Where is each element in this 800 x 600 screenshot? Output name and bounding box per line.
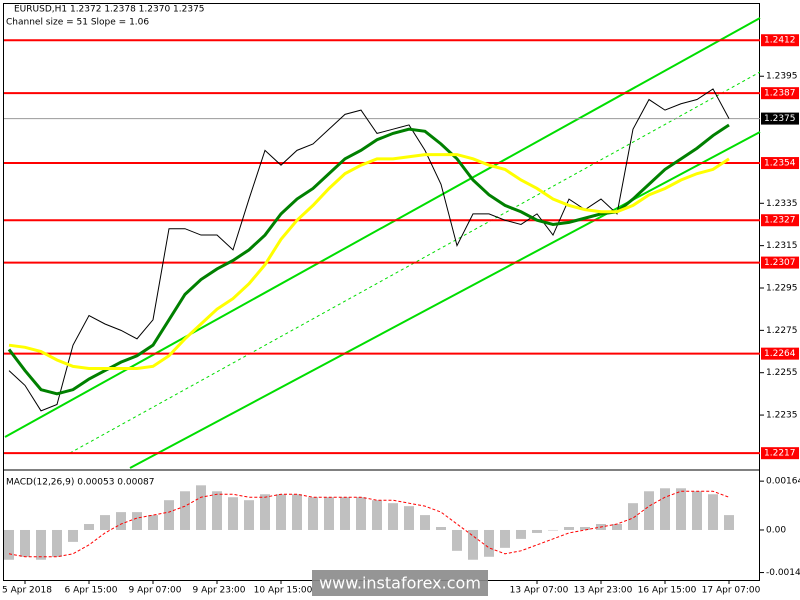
level-label-box: [761, 256, 799, 269]
level-label: 1.2264: [764, 349, 796, 359]
y-tick-label: 1.2295: [766, 284, 798, 294]
watermark-box: [312, 570, 488, 596]
macd-bar: [612, 524, 622, 530]
chart-subtitle: Channel size = 51 Slope = 1.06: [6, 18, 149, 28]
y-tick-label: 1.2255: [766, 368, 798, 378]
level-label: 1.2354: [764, 159, 796, 169]
level-label: 1.2307: [764, 258, 796, 268]
macd-bar: [660, 488, 670, 530]
macd-bar: [244, 500, 254, 530]
macd-bar: [708, 494, 718, 530]
level-label-box: [761, 347, 799, 360]
y-tick-label: -0.00143: [766, 568, 800, 578]
macd-bar: [564, 527, 574, 530]
macd-bar: [468, 529, 478, 560]
y-tick-label: 0.00164: [766, 477, 800, 487]
x-tick-label: 6 Apr 15:00: [65, 586, 118, 596]
macd-bar: [532, 529, 542, 533]
macd-bar: [36, 529, 46, 560]
macd-bar: [548, 529, 558, 531]
x-tick-label: 10 Apr 15:00: [254, 586, 313, 596]
x-tick-label: 13 Apr 23:00: [574, 586, 633, 596]
macd-bar: [164, 500, 174, 530]
macd-bar: [20, 529, 30, 557]
macd-bar: [628, 503, 638, 530]
chart-title: EURUSD,H1 1.2372 1.2378 1.2370 1.2375: [14, 5, 205, 15]
y-tick-label: 1.2275: [766, 326, 798, 336]
level-label: 1.2327: [764, 216, 796, 226]
x-tick-label: 16 Apr 15:00: [638, 586, 697, 596]
macd-bar: [180, 491, 190, 530]
macd-bar: [692, 491, 702, 530]
macd-bar: [324, 497, 334, 530]
macd-bar: [404, 506, 414, 530]
price-line: [8, 88, 730, 412]
x-tick-label: 5 Apr 2018: [2, 586, 52, 596]
channel-middle: [69, 71, 761, 454]
macd-bar: [644, 491, 654, 530]
y-tick-label: 0.00: [766, 525, 786, 535]
macd-bar: [292, 494, 302, 530]
macd-bar: [196, 485, 206, 530]
macd-bar: [68, 529, 78, 542]
level-label-box: [761, 34, 799, 47]
macd-bar: [340, 497, 350, 530]
macd-bar: [500, 529, 510, 548]
x-tick-label: 13 Apr 07:00: [510, 586, 569, 596]
level-label-box: [761, 87, 799, 100]
moving-average: [8, 153, 730, 370]
macd-bar: [52, 529, 62, 557]
x-tick-label: 9 Apr 07:00: [129, 586, 182, 596]
macd-bar: [132, 512, 142, 530]
watermark: www.instaforex.com: [319, 574, 481, 593]
y-tick-label: 1.2235: [766, 411, 798, 421]
y-tick-label: 1.2395: [766, 72, 798, 82]
y-tick-label: 1.2335: [766, 199, 798, 209]
macd-bar: [372, 500, 382, 530]
macd-bar: [4, 529, 14, 560]
macd-title: MACD(12,26,9) 0.00053 0.00087: [6, 478, 155, 488]
macd-bar: [148, 515, 158, 530]
macd-bar: [308, 497, 318, 530]
level-label-box: [761, 157, 799, 170]
level-label: 1.2412: [764, 36, 796, 46]
macd-bar: [452, 529, 462, 551]
macd-bar: [84, 524, 94, 530]
level-label-box: [761, 214, 799, 227]
macd-bar: [116, 512, 126, 530]
channel-lower: [129, 131, 761, 469]
macd-bar: [484, 529, 494, 557]
x-tick-label: 9 Apr 23:00: [193, 586, 246, 596]
macd-bar: [260, 494, 270, 530]
macd-bar: [276, 494, 286, 530]
current-price-label: 1.2375: [764, 114, 796, 124]
current-price-box: [761, 112, 799, 125]
macd-bar: [228, 497, 238, 530]
level-label-box: [761, 447, 799, 460]
macd-bar: [724, 515, 734, 530]
macd-bar: [516, 529, 526, 539]
level-label: 1.2217: [764, 449, 796, 459]
level-label: 1.2387: [764, 89, 796, 99]
signal-line: [8, 490, 730, 558]
macd-bar: [580, 527, 590, 530]
macd-bar: [676, 488, 686, 530]
macd-bar: [420, 515, 430, 530]
macd-bar: [436, 527, 446, 530]
macd-bar: [100, 515, 110, 530]
macd-bar: [356, 497, 366, 530]
macd-bar: [388, 503, 398, 530]
plot: 1.2395 1.2335 1.2315 1.2295 1.2275 1.2255 1.22…: [2, 34, 800, 596]
x-tick-label: 17 Apr 07:00: [702, 586, 761, 596]
macd-bar: [212, 491, 222, 530]
y-tick-label: 1.2315: [766, 241, 798, 251]
